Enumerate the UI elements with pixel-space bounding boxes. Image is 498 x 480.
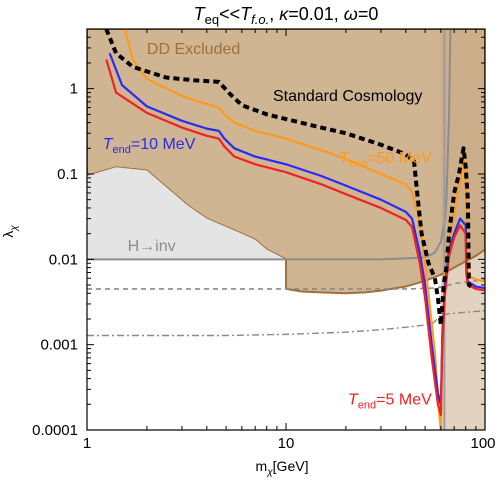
axis-ticks: 1 10 100 0.0001 0.001 0.01 0.1 1 [32,28,496,452]
y-tick-label: 1 [70,81,78,98]
series-gray-dashed [87,278,485,290]
y-axis-label: λχ [0,225,20,238]
x-tick-label: 10 [278,435,295,452]
x-axis-label: mχ[GeV] [256,458,309,478]
series-standard [104,29,473,327]
region-h-inv-region [87,167,286,260]
annotation-t50: Tend=50 MeV [339,150,432,170]
x-tick-label: 100 [470,435,495,452]
series-h-inv-line [87,29,452,261]
y-tick-label: 0.1 [57,166,78,183]
annotation-standard-cosmology: Standard Cosmology [273,88,422,105]
shaded-regions [87,29,485,430]
y-tick-label: 0.01 [49,251,78,268]
chart-title: Teq<<Tf.o., κ=0.01, ω=0 [194,4,379,27]
series-t5 [105,59,485,417]
title-text: Teq<<Tf.o., κ=0.01, ω=0 [194,4,379,27]
y-tick-label: 0.0001 [32,422,78,439]
series-t10 [108,52,485,406]
series-gray-dotdash [87,310,485,337]
annotation-t5: Tend=5 MeV [348,391,432,411]
y-tick-label: 0.001 [40,337,78,354]
series-lines [87,29,485,430]
x-tick-label: 1 [83,435,91,452]
axis-labels: mχ[GeV] λχ [0,225,308,478]
annotation-dd-excluded: DD Excluded [147,41,240,58]
annotation-h-inv: H→inv [128,238,176,255]
annotations: DD Excluded Standard Cosmology Tend=10 MeV… [103,41,432,411]
annotation-t10: Tend=10 MeV [103,136,196,156]
